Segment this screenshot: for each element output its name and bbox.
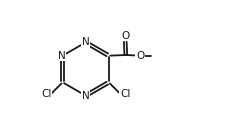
Text: N: N bbox=[58, 51, 65, 61]
Text: O: O bbox=[135, 51, 144, 61]
Text: N: N bbox=[81, 91, 89, 101]
Text: O: O bbox=[120, 31, 129, 41]
Text: N: N bbox=[81, 37, 89, 47]
Text: Cl: Cl bbox=[41, 88, 51, 99]
Text: Cl: Cl bbox=[119, 88, 130, 99]
